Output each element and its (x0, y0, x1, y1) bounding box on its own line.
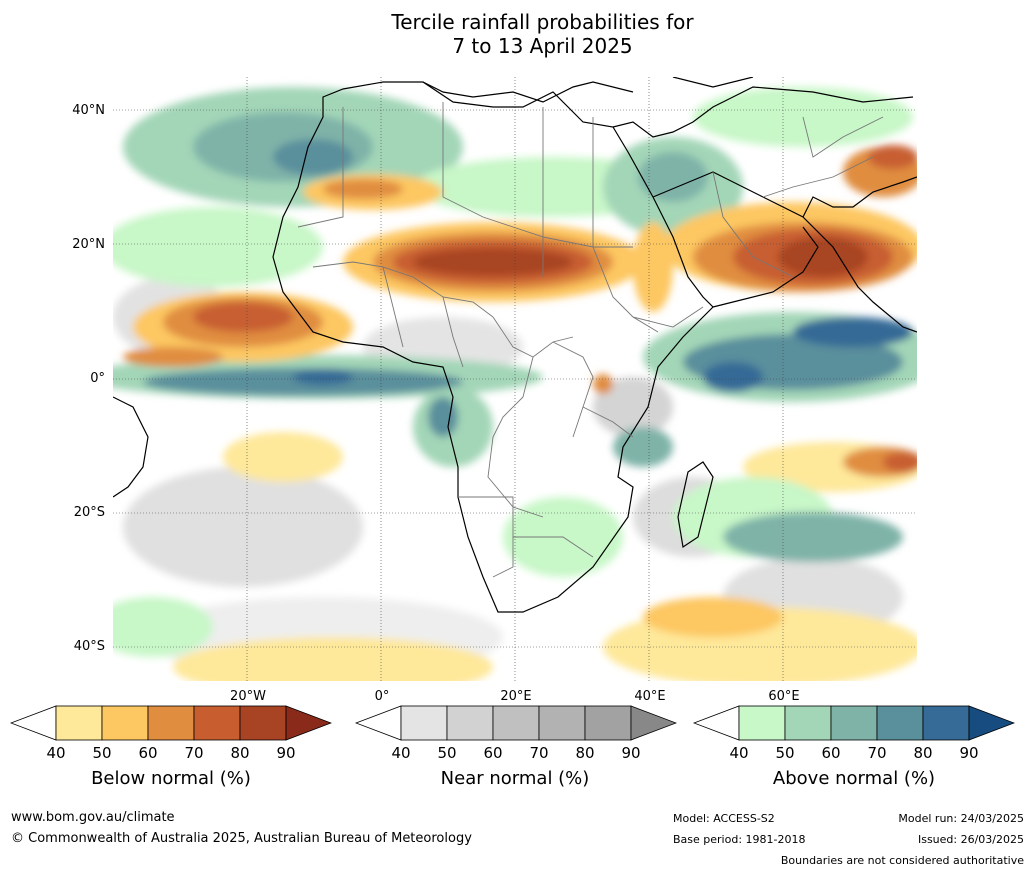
colorbar-extend-high (285, 705, 332, 741)
colorbar-label-below: Below normal (%) (91, 768, 251, 789)
colorbar-tick-label: 40 (46, 744, 66, 762)
website-link[interactable]: www.bom.gov.au/climate (11, 810, 175, 825)
colorbar-segment (239, 705, 287, 741)
copyright-text: © Commonwealth of Australia 2025, Austra… (11, 831, 472, 846)
lon-label: 20°E (500, 689, 532, 704)
title-line-2: 7 to 13 April 2025 (452, 34, 633, 58)
colorbar-extend-high (968, 705, 1015, 741)
colorbar-tick-label: 60 (821, 744, 841, 762)
lat-label: 20°N (72, 237, 105, 252)
colorbar-segment (538, 705, 586, 741)
rainfall-map (113, 77, 917, 681)
lat-label: 20°S (73, 505, 105, 520)
lon-label: 60°E (768, 689, 800, 704)
colorbar-segment (876, 705, 924, 741)
colorbar-segment (738, 705, 786, 741)
disclaimer-text: Boundaries are not considered authoritat… (780, 854, 1024, 867)
colorbar-tick-label: 50 (437, 744, 457, 762)
chart-title: Tercile rainfall probabilities for 7 to … (0, 10, 1035, 58)
colorbar-segment (101, 705, 149, 741)
colorbar-extend-low (693, 705, 740, 741)
coastlines (113, 77, 917, 613)
colorbar-near-normal (355, 705, 677, 741)
colorbar-segment (492, 705, 540, 741)
colorbar-tick-label: 90 (621, 744, 641, 762)
colorbar-tick-label: 80 (230, 744, 250, 762)
colorbar-tick-label: 60 (483, 744, 503, 762)
colorbar-above-svg (693, 705, 1015, 741)
colorbar-segment (55, 705, 103, 741)
colorbar-tick-label: 50 (775, 744, 795, 762)
colorbar-segment (584, 705, 632, 741)
graticule (113, 77, 917, 681)
colorbar-tick-label: 80 (575, 744, 595, 762)
colorbar-below-svg (10, 705, 332, 741)
colorbar-tick-label: 70 (184, 744, 204, 762)
colorbar-segment (193, 705, 241, 741)
colorbar-extend-low (10, 705, 57, 741)
colorbar-segment (922, 705, 970, 741)
colorbar-segment (147, 705, 195, 741)
lon-label: 0° (374, 689, 390, 704)
colorbar-label-near: Near normal (%) (440, 768, 590, 789)
colorbar-tick-label: 60 (138, 744, 158, 762)
lon-label: 40°E (634, 689, 666, 704)
colorbar-segment (400, 705, 448, 741)
colorbar-label-above: Above normal (%) (772, 768, 936, 789)
colorbar-tick-label: 50 (92, 744, 112, 762)
colorbar-tick-label: 70 (867, 744, 887, 762)
issued-text: Issued: 26/03/2025 (917, 833, 1024, 846)
lat-label: 40°S (73, 639, 105, 654)
probability-field (113, 87, 917, 681)
lat-label: 40°N (72, 103, 105, 118)
colorbar-tick-label: 70 (529, 744, 549, 762)
colorbar-above-normal (693, 705, 1015, 741)
colorbar-tick-label: 40 (391, 744, 411, 762)
model-text: Model: ACCESS-S2 (673, 812, 775, 825)
colorbar-segment (784, 705, 832, 741)
colorbar-segment (446, 705, 494, 741)
colorbar-extend-low (355, 705, 402, 741)
title-line-1: Tercile rainfall probabilities for (391, 10, 694, 34)
lat-label: 0° (90, 371, 105, 386)
model-run-text: Model run: 24/03/2025 (898, 812, 1024, 825)
colorbar-tick-label: 90 (276, 744, 296, 762)
lon-label: 20°W (230, 689, 266, 704)
colorbar-segment (830, 705, 878, 741)
country-borders (297, 102, 884, 578)
colorbar-tick-label: 90 (959, 744, 979, 762)
base-period-text: Base period: 1981-2018 (673, 833, 806, 846)
colorbar-tick-label: 40 (729, 744, 749, 762)
colorbar-below-normal (10, 705, 332, 741)
colorbar-extend-high (630, 705, 677, 741)
colorbar-near-svg (355, 705, 677, 741)
colorbar-tick-label: 80 (913, 744, 933, 762)
